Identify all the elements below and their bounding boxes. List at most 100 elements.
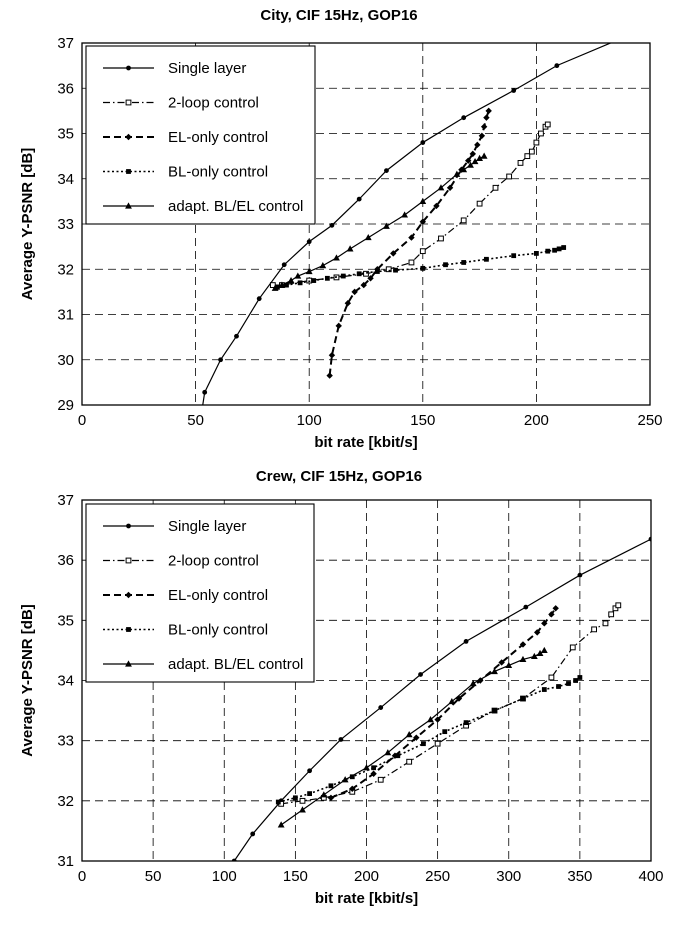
data-point <box>577 572 583 578</box>
legend-marker <box>126 627 131 632</box>
y-tick-label: 37 <box>57 35 74 52</box>
legend: Single layer 2-loop control EL-only contro… <box>85 45 316 225</box>
legend-label: Single layer <box>168 518 246 535</box>
data-point <box>577 675 583 680</box>
data-point <box>401 211 409 218</box>
x-axis-title: bit rate [kbit/s] <box>315 890 418 907</box>
data-point <box>284 282 289 288</box>
data-point <box>346 245 354 252</box>
y-tick-label: 31 <box>57 307 74 324</box>
legend-label: BL-only control <box>168 622 268 639</box>
series-2-loop-control <box>278 602 622 807</box>
data-point <box>433 202 440 210</box>
data-point <box>474 141 481 149</box>
data-point <box>483 114 490 121</box>
x-tick-label: 150 <box>410 412 435 429</box>
data-point <box>469 679 477 687</box>
data-point <box>485 107 492 115</box>
y-tick-label: 33 <box>57 733 74 750</box>
legend-marker <box>125 99 132 106</box>
series-bl-only-control <box>275 675 583 805</box>
legend-marker <box>125 591 132 599</box>
data-point <box>299 797 306 804</box>
data-point <box>271 284 279 291</box>
data-point <box>329 222 335 228</box>
data-point <box>420 265 426 271</box>
data-point <box>591 626 598 633</box>
x-tick-label: 350 <box>567 868 592 885</box>
data-point <box>511 253 517 259</box>
data-point <box>476 154 483 161</box>
x-tick-label: 300 <box>496 868 521 885</box>
data-point <box>536 649 544 657</box>
data-point <box>297 280 303 286</box>
series-single-layer <box>201 43 617 405</box>
data-point <box>328 352 336 359</box>
data-point <box>419 197 427 204</box>
data-point <box>306 239 312 245</box>
x-tick-label: 50 <box>187 412 204 429</box>
x-tick-label: 250 <box>425 868 450 885</box>
data-point <box>335 322 342 330</box>
data-point <box>544 121 551 128</box>
data-point <box>467 161 474 168</box>
data-point <box>319 262 327 269</box>
x-tick-label: 0 <box>78 412 86 429</box>
data-point <box>548 674 555 681</box>
data-point <box>556 684 561 689</box>
data-point <box>287 276 295 284</box>
data-point <box>469 150 476 158</box>
data-point <box>275 799 281 805</box>
data-point <box>541 620 548 627</box>
data-point <box>491 667 498 675</box>
x-axis-title: bit rate [kbit/s] <box>314 434 417 451</box>
legend-marker <box>126 65 131 71</box>
data-point <box>608 611 615 618</box>
data-point <box>305 267 313 275</box>
data-point <box>505 661 513 669</box>
x-tick-label: 200 <box>524 412 549 429</box>
legend-marker <box>125 133 132 141</box>
data-point <box>408 234 415 241</box>
data-point <box>541 687 547 692</box>
data-point <box>405 731 413 738</box>
data-point <box>344 299 352 307</box>
chart-panel-city: City, CIF 15Hz, GOP16 0 50 100 150 200 250 29 3… <box>0 0 678 462</box>
data-point <box>383 222 390 229</box>
data-point <box>364 233 372 241</box>
data-point <box>384 168 389 174</box>
data-point <box>370 770 377 777</box>
data-point <box>421 741 426 747</box>
data-point <box>569 644 576 651</box>
data-point <box>356 271 362 277</box>
legend-marker <box>125 557 132 564</box>
y-tick-label: 33 <box>57 216 74 233</box>
data-point <box>561 245 567 250</box>
y-axis-title: Average Y-PSNR [dB] <box>19 604 36 757</box>
data-point <box>478 132 486 139</box>
data-point <box>511 88 517 93</box>
data-point <box>218 357 223 363</box>
data-point <box>538 130 544 137</box>
data-point <box>384 749 392 756</box>
x-tick-label: 100 <box>212 868 237 885</box>
data-point <box>461 115 467 121</box>
data-point <box>326 372 333 379</box>
y-tick-label: 36 <box>57 80 74 97</box>
data-point <box>374 269 380 274</box>
data-point <box>418 672 423 677</box>
data-point <box>371 765 377 771</box>
legend-marker <box>125 202 132 209</box>
data-point <box>360 281 367 289</box>
legend: Single layer 2-loop control EL-only contro… <box>85 503 315 683</box>
data-point <box>573 678 579 683</box>
plot-area <box>231 536 651 861</box>
data-point <box>367 275 374 282</box>
data-point <box>523 604 529 610</box>
series-adapt-bl-el-control <box>277 646 548 828</box>
y-tick-label: 35 <box>57 126 74 143</box>
data-point <box>463 638 469 644</box>
legend-marker <box>125 660 132 667</box>
data-point <box>338 737 344 742</box>
data-point <box>307 768 312 774</box>
